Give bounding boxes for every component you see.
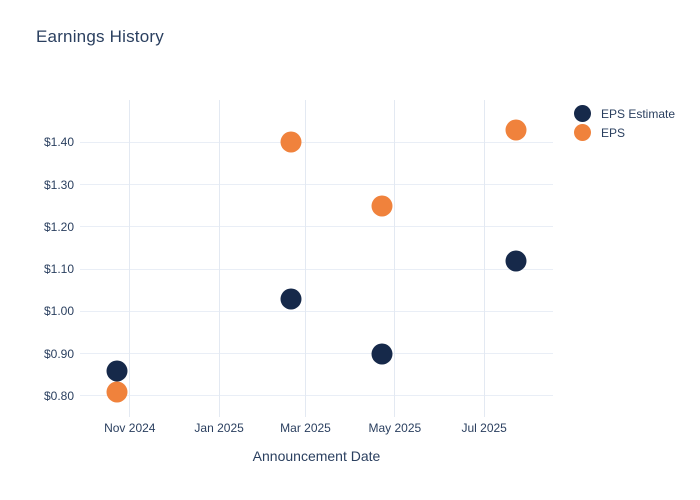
data-point-eps[interactable] xyxy=(280,131,302,153)
x-tick-label: Jan 2025 xyxy=(194,421,244,435)
y-tick-label: $0.80 xyxy=(43,388,74,403)
data-point-eps[interactable] xyxy=(505,119,527,141)
gridline-vertical xyxy=(483,100,485,417)
data-point-eps[interactable] xyxy=(371,195,393,217)
gridline-horizontal xyxy=(80,395,553,397)
data-point-eps-estimate[interactable] xyxy=(505,250,527,272)
gridline-vertical xyxy=(394,100,396,417)
y-tick-label: $1.40 xyxy=(43,135,74,150)
gridline-vertical xyxy=(129,100,131,417)
gridline-horizontal xyxy=(80,226,553,228)
y-tick-label: $1.00 xyxy=(43,304,74,319)
legend-label: EPS Estimate xyxy=(601,106,676,121)
y-tick-label: $1.20 xyxy=(43,219,74,234)
data-point-eps-estimate[interactable] xyxy=(106,360,128,381)
gridline-horizontal xyxy=(80,268,553,270)
data-point-eps-estimate[interactable] xyxy=(280,288,302,310)
gridline-vertical xyxy=(218,100,220,417)
gridline-vertical xyxy=(305,100,307,417)
legend-item-eps-estimate[interactable]: EPS Estimate xyxy=(574,104,675,123)
data-point-eps[interactable] xyxy=(106,381,128,403)
data-point-eps-estimate[interactable] xyxy=(371,343,393,365)
chart-title: Earnings History xyxy=(36,27,164,46)
x-tick-label: Mar 2025 xyxy=(280,421,331,435)
x-axis-title: Announcement Date xyxy=(252,448,381,464)
eps-estimate-marker-icon xyxy=(574,105,591,122)
gridline-horizontal xyxy=(80,141,553,143)
legend: EPS Estimate EPS xyxy=(574,104,675,142)
y-tick-label: $0.90 xyxy=(43,346,74,361)
legend-item-eps[interactable]: EPS xyxy=(574,123,675,142)
gridline-horizontal xyxy=(80,310,553,312)
plot-area xyxy=(80,100,553,417)
gridline-horizontal xyxy=(80,184,553,186)
gridline-horizontal xyxy=(80,353,553,355)
y-tick-label: $1.10 xyxy=(43,262,74,277)
x-tick-label: Nov 2024 xyxy=(104,421,156,435)
legend-label: EPS xyxy=(601,125,626,140)
eps-marker-icon xyxy=(574,124,591,141)
y-tick-label: $1.30 xyxy=(43,177,74,192)
x-tick-label: Jul 2025 xyxy=(461,421,507,435)
x-tick-label: May 2025 xyxy=(368,421,422,435)
